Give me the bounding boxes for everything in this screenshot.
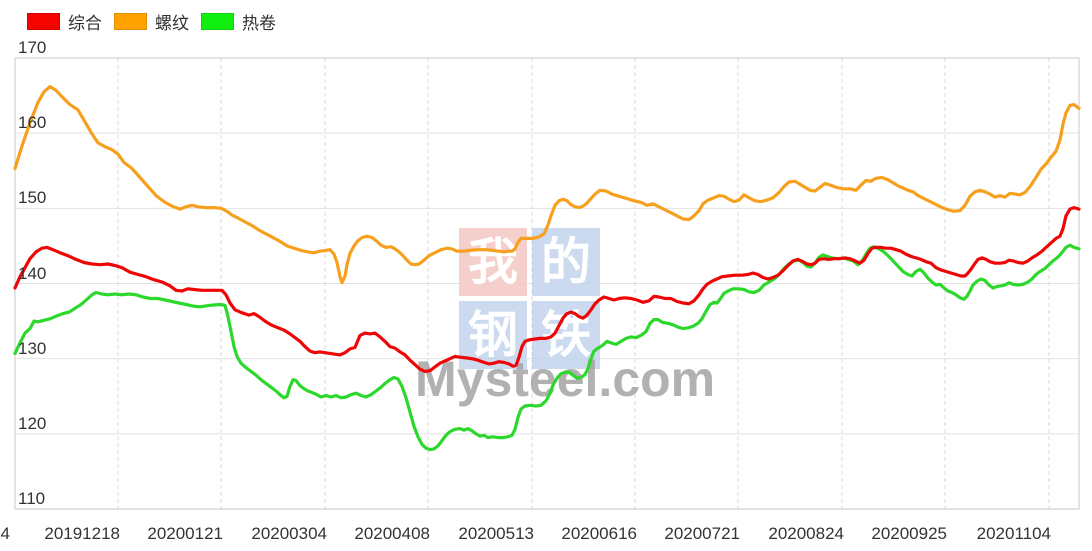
x-axis-label-20200304: 20200304 <box>251 524 327 543</box>
x-axis-label-20191218: 20191218 <box>44 524 120 543</box>
legend-swatch-icon <box>114 13 147 30</box>
y-axis-label-120: 120 <box>18 413 47 433</box>
x-axis-label-20200824: 20200824 <box>768 524 844 543</box>
mysteel-site-watermark: Mysteel.com <box>415 351 716 407</box>
y-axis-label-110: 110 <box>18 489 46 508</box>
y-axis-label-140: 140 <box>18 263 47 283</box>
legend-swatch-icon <box>201 13 234 30</box>
watermark-tile-的: 的 <box>532 228 600 296</box>
legend-swatch-icon <box>27 13 60 30</box>
plot-frame <box>14 57 1080 510</box>
x-axis-label-20200721: 20200721 <box>664 524 740 543</box>
y-axis-label-130: 130 <box>18 338 47 358</box>
x-axis-label-4: 4 <box>0 524 10 543</box>
x-axis-label-20200616: 20200616 <box>561 524 637 543</box>
legend-item-热卷[interactable]: 热卷 <box>201 9 276 34</box>
series-line-热卷[interactable] <box>13 243 1081 452</box>
x-axis-label-20200925: 20200925 <box>871 524 947 543</box>
x-axis-label-20200513: 20200513 <box>458 524 534 543</box>
y-axis-label-150: 150 <box>18 188 47 208</box>
legend-label: 螺纹 <box>155 14 189 33</box>
legend-item-螺纹[interactable]: 螺纹 <box>114 9 189 34</box>
y-axis-label-170: 170 <box>18 38 47 57</box>
legend-label: 热卷 <box>242 14 276 33</box>
x-axis-label-20200408: 20200408 <box>354 524 430 543</box>
series-line-综合[interactable] <box>13 206 1081 373</box>
x-axis-label-20200121: 20200121 <box>147 524 223 543</box>
y-axis-label-160: 160 <box>18 113 47 133</box>
legend-label: 综合 <box>68 14 102 33</box>
chart-legend: 综合 螺纹 热卷 <box>27 9 288 34</box>
x-axis-label-20201104: 20201104 <box>976 524 1051 543</box>
legend-item-综合[interactable]: 综合 <box>27 9 102 34</box>
series-line-螺纹[interactable] <box>13 84 1081 285</box>
watermark-tile-我: 我 <box>459 228 527 296</box>
